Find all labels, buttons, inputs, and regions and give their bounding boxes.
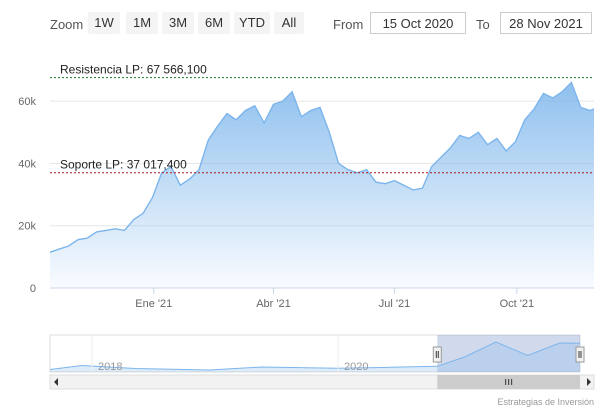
- x-tick-label: Jul '21: [379, 298, 410, 310]
- zoom-ytd-button[interactable]: YTD: [234, 12, 270, 34]
- zoom-3m-button[interactable]: 3M: [162, 12, 194, 34]
- handle-body: [432, 346, 442, 363]
- from-label: From: [333, 17, 364, 32]
- chart-credit[interactable]: Estrategias de Inversión: [497, 397, 594, 407]
- resistance-label: Resistencia LP: 67 566,100: [60, 63, 207, 77]
- price-line: [49, 81, 595, 253]
- zoom-1w-button[interactable]: 1W: [88, 12, 120, 34]
- navigator-handle-right[interactable]: [575, 346, 585, 363]
- x-tick-label: Oct '21: [500, 298, 535, 310]
- zoom-1m-button[interactable]: 1M: [126, 12, 158, 34]
- navigator-line: [49, 341, 581, 371]
- scroll-right-arrow-icon: [587, 378, 591, 386]
- handle-body: [575, 346, 585, 363]
- y-tick-label: 40k: [18, 158, 36, 170]
- navigator-scrollbar[interactable]: [49, 374, 595, 390]
- y-tick-label: 20k: [18, 221, 36, 233]
- navigator-tick-label: 2018: [98, 361, 122, 373]
- zoom-6m-button[interactable]: 6M: [198, 12, 230, 34]
- navigator-area: [50, 342, 580, 372]
- price-area: [50, 82, 594, 288]
- y-tick-label: 60k: [18, 96, 36, 108]
- zoom-label: Zoom: [50, 17, 84, 32]
- support-label: Soporte LP: 37 017,400: [60, 158, 187, 172]
- scroll-left-arrow-icon: [54, 378, 58, 386]
- range-selector: Zoom 1W 1M 3M 6M YTD All From 15 Oct 202…: [0, 0, 604, 44]
- navigator-handle-left[interactable]: [432, 346, 442, 363]
- x-tick-label: Ene '21: [135, 298, 172, 310]
- navigator-selection: [437, 335, 580, 372]
- to-label: To: [476, 17, 490, 32]
- navigator-frame: [49, 334, 581, 373]
- y-tick-label: 0: [30, 283, 36, 295]
- to-date-input[interactable]: 28 Nov 2021: [500, 12, 592, 34]
- navigator-tick-label: 2020: [344, 361, 368, 373]
- zoom-all-button[interactable]: All: [274, 12, 304, 34]
- x-tick-label: Abr '21: [256, 298, 291, 310]
- from-date-input[interactable]: 15 Oct 2020: [370, 12, 466, 34]
